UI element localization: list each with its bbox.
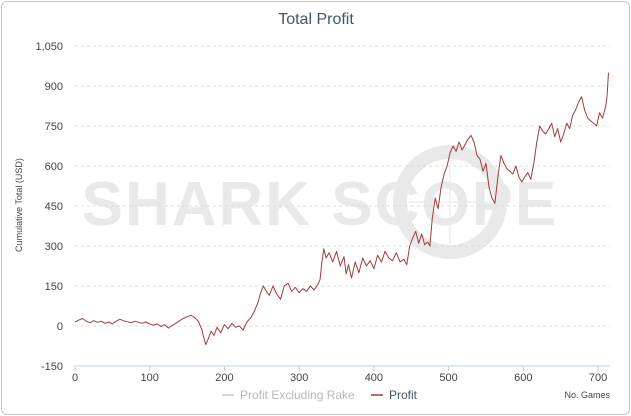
y-tick-label: 450 bbox=[45, 201, 63, 213]
legend-label: Profit Excluding Rake bbox=[240, 388, 355, 402]
x-tick-label: 400 bbox=[365, 372, 383, 384]
x-tick-label: 0 bbox=[72, 372, 78, 384]
x-tick-label: 200 bbox=[215, 372, 233, 384]
series-line-profit bbox=[74, 72, 609, 346]
x-tick-label: 500 bbox=[439, 372, 457, 384]
legend-label: Profit bbox=[389, 388, 418, 402]
y-tick-label: 1,050 bbox=[35, 41, 63, 53]
x-tick-label: 600 bbox=[514, 372, 532, 384]
legend: Profit Excluding Rake Profit bbox=[222, 388, 418, 402]
x-tick-label: 100 bbox=[141, 372, 159, 384]
y-tick-label: 600 bbox=[45, 161, 63, 173]
y-axis-label: Cumulative Total (USD) bbox=[14, 158, 24, 252]
y-tick-label: 150 bbox=[45, 281, 63, 293]
watermark-text: SHARK SCOPE bbox=[82, 170, 559, 239]
y-tick-label: 900 bbox=[45, 81, 63, 93]
y-tick-label: 300 bbox=[45, 241, 63, 253]
y-tick-label: 750 bbox=[45, 121, 63, 133]
legend-item-profit-excluding-rake[interactable]: Profit Excluding Rake bbox=[222, 388, 355, 402]
y-tick-label: 0 bbox=[57, 321, 63, 333]
x-axis-label: No. Games bbox=[564, 390, 610, 400]
x-tick-label: 700 bbox=[589, 372, 607, 384]
chart-title: Total Profit bbox=[278, 11, 354, 28]
y-tick-label: -150 bbox=[41, 361, 63, 373]
legend-item-profit[interactable]: Profit bbox=[371, 388, 418, 402]
x-tick-label: 300 bbox=[290, 372, 308, 384]
